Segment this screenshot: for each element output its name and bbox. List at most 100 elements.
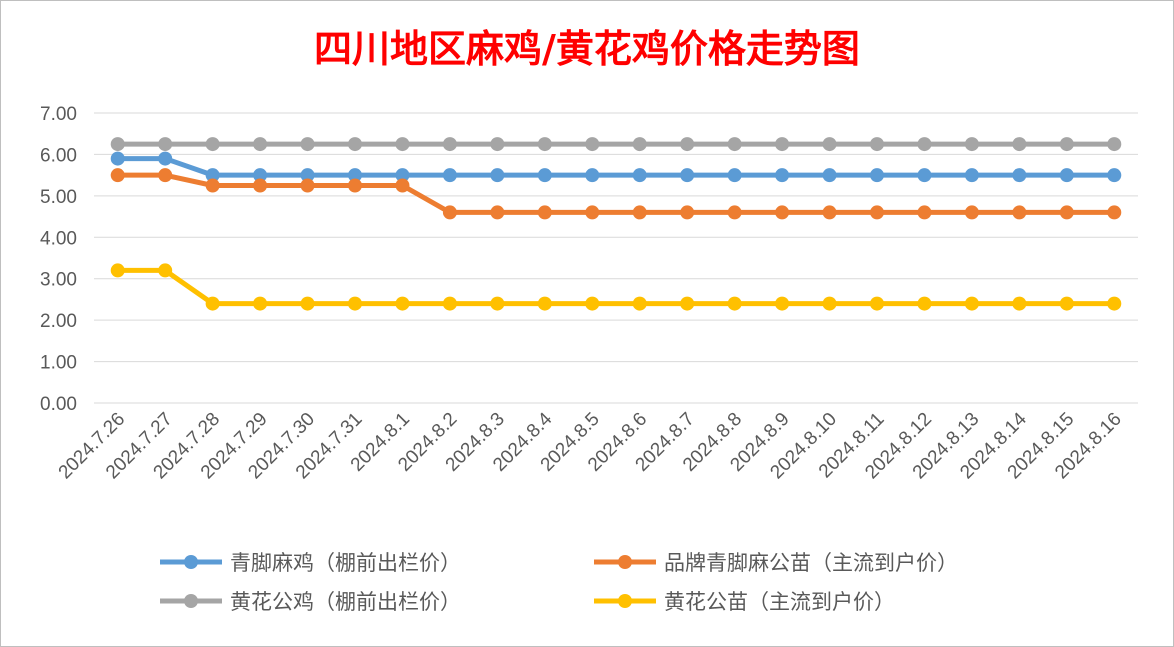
- legend-label: 黄花公苗（主流到户价）: [664, 590, 895, 614]
- data-point: [253, 296, 268, 311]
- data-point: [632, 137, 647, 152]
- y-tick-label: 6.00: [40, 145, 77, 166]
- data-point: [964, 296, 979, 311]
- legend-marker: [184, 594, 198, 608]
- data-point: [1012, 168, 1027, 183]
- data-point: [1012, 137, 1027, 152]
- legend-label: 品牌青脚麻公苗（主流到户价）: [664, 551, 958, 575]
- chart-title: 四川地区麻鸡/黄花鸡价格走势图: [314, 26, 860, 71]
- legend-marker: [618, 594, 632, 608]
- data-point: [632, 296, 647, 311]
- series-line: [115, 156, 1117, 178]
- y-tick-label: 1.00: [40, 353, 77, 374]
- data-point: [632, 168, 647, 183]
- data-point: [158, 151, 173, 166]
- legend-label: 黄花公鸡（棚前出栏价）: [230, 590, 461, 614]
- data-point: [442, 296, 457, 311]
- y-tick-label: 5.00: [40, 187, 77, 208]
- data-point: [442, 205, 457, 220]
- series-3: [110, 137, 1122, 152]
- data-point: [585, 205, 600, 220]
- data-point: [537, 205, 552, 220]
- y-tick-label: 3.00: [40, 270, 77, 291]
- series-2: [110, 168, 1122, 220]
- data-point: [917, 137, 932, 152]
- data-point: [537, 137, 552, 152]
- data-point: [870, 296, 884, 311]
- series-line: [115, 267, 1117, 307]
- data-point: [727, 296, 742, 311]
- data-point: [964, 168, 979, 183]
- legend-item: 黄花公鸡（棚前出栏价）: [160, 590, 461, 614]
- data-point: [348, 168, 362, 183]
- data-point: [442, 137, 457, 152]
- data-point: [158, 263, 173, 278]
- data-point: [1059, 137, 1074, 152]
- data-point: [775, 205, 790, 220]
- legend-item: 青脚麻鸡（棚前出栏价）: [160, 551, 461, 575]
- y-tick-label: 7.00: [40, 104, 77, 125]
- data-point: [253, 168, 268, 183]
- data-point: [442, 168, 457, 183]
- data-point: [395, 178, 410, 193]
- data-point: [1107, 296, 1122, 311]
- data-point: [1059, 168, 1074, 183]
- data-point: [205, 168, 220, 183]
- data-point: [1107, 168, 1122, 183]
- data-point: [680, 137, 695, 152]
- data-point: [490, 205, 505, 220]
- series-4: [110, 263, 1122, 311]
- data-point: [205, 137, 220, 152]
- data-point: [822, 205, 837, 220]
- data-point: [490, 137, 505, 152]
- gridlines: [94, 112, 1138, 404]
- data-point: [1012, 205, 1027, 220]
- y-axis-tick-labels: 0.00 1.00 2.00 3.00 4.00 5.00 6.00 7.00: [40, 104, 77, 415]
- data-point: [395, 168, 410, 183]
- data-point: [537, 296, 552, 311]
- data-point: [822, 137, 837, 152]
- y-tick-label: 2.00: [40, 311, 77, 332]
- data-point: [1012, 296, 1027, 311]
- data-point: [1107, 137, 1122, 152]
- data-point: [1107, 205, 1122, 220]
- series-1: [110, 151, 1122, 183]
- data-point: [917, 296, 932, 311]
- data-point: [727, 205, 742, 220]
- data-point: [822, 168, 837, 183]
- data-point: [917, 168, 932, 183]
- data-point: [205, 296, 220, 311]
- data-point: [632, 205, 647, 220]
- data-point: [110, 168, 125, 183]
- series-lines: [110, 137, 1122, 311]
- data-point: [300, 296, 315, 311]
- data-point: [585, 296, 600, 311]
- data-point: [395, 137, 410, 152]
- data-point: [775, 168, 790, 183]
- data-point: [158, 137, 173, 152]
- data-point: [300, 168, 315, 183]
- legend-item: 品牌青脚麻公苗（主流到户价）: [594, 551, 958, 575]
- data-point: [775, 137, 790, 152]
- y-tick-label: 0.00: [40, 394, 77, 415]
- data-point: [585, 137, 600, 152]
- data-point: [822, 296, 837, 311]
- data-point: [253, 137, 268, 152]
- legend-marker: [184, 555, 198, 569]
- data-point: [870, 168, 884, 183]
- legend-marker: [618, 555, 632, 569]
- data-point: [680, 296, 695, 311]
- data-point: [1059, 296, 1074, 311]
- data-point: [490, 296, 505, 311]
- data-point: [1059, 205, 1074, 220]
- legend-label: 青脚麻鸡（棚前出栏价）: [230, 551, 461, 575]
- data-point: [585, 168, 600, 183]
- data-point: [348, 137, 362, 152]
- data-point: [680, 205, 695, 220]
- data-point: [964, 137, 979, 152]
- series-line: [115, 172, 1117, 215]
- data-point: [110, 137, 125, 152]
- data-point: [964, 205, 979, 220]
